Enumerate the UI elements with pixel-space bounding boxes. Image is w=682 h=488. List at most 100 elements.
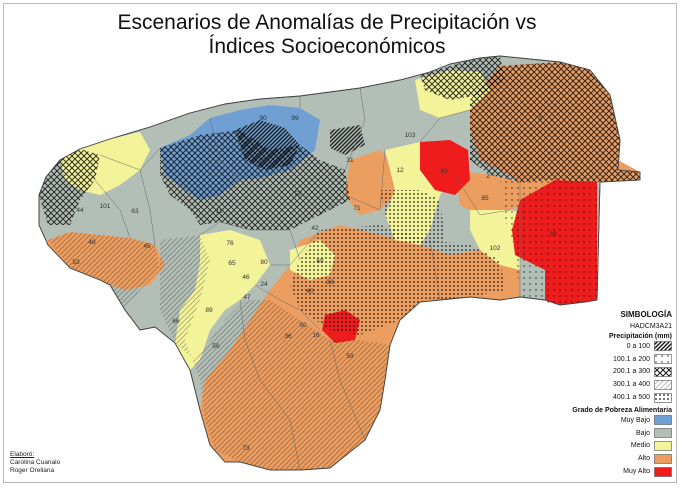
municipality-label: 59	[346, 353, 354, 360]
legend-precip-label: 200.1 a 300	[613, 368, 650, 376]
legend-poverty-item: Muy Bajo	[560, 414, 672, 427]
municipality-label: 46	[242, 274, 250, 281]
municipality-label: 44	[76, 207, 84, 214]
municipal-boundaries	[94, 87, 521, 471]
precip-dense-diag	[235, 120, 300, 170]
precip-cross-north	[420, 56, 505, 100]
municipality-label: 1	[538, 115, 542, 122]
municipality-label: 47	[243, 294, 251, 301]
legend-poverty-item: Muy Alto	[560, 465, 672, 478]
municipality-label: 40	[306, 288, 314, 295]
credits-author-1: Carolina Cuanalo	[10, 459, 61, 466]
legend-poverty-swatch	[654, 466, 672, 477]
region-muy-alto-north	[420, 140, 470, 195]
municipality-label: 102	[490, 245, 501, 252]
legend-poverty-item: Bajo	[560, 427, 672, 440]
precip-dense-diag-2	[330, 125, 365, 155]
municipality-label: 45	[143, 243, 151, 250]
legend-precip-heading: Precipitación (mm)	[608, 333, 672, 340]
municipality-label: 50	[299, 322, 307, 329]
legend-model: HADCM3A21	[629, 323, 672, 330]
legend-precip-item: 100.1 a 200	[560, 353, 672, 366]
precip-light-diag-south	[160, 235, 390, 470]
legend-precip-item: 300.1 a 400	[560, 378, 672, 391]
legend-precip-swatch	[654, 341, 672, 352]
precip-cross-east	[470, 62, 640, 182]
municipality-label: 56	[212, 343, 220, 350]
legend-heading: SIMBOLOGÍA	[620, 310, 672, 319]
legend-poverty-item: Alto	[560, 452, 672, 465]
legend-precip-item: 400.1 a 500	[560, 391, 672, 404]
map-frame	[3, 3, 677, 483]
precip-light-diag-west	[48, 232, 160, 310]
region-medio-center	[175, 230, 270, 370]
municipality-label: 42	[311, 225, 319, 232]
map-legend: SIMBOLOGÍA HADCM3A21 Precipitación (mm) …	[560, 310, 672, 478]
credits: Elaboró: Carolina Cuanalo Roger Orellana	[10, 451, 60, 475]
municipality-label: 2	[486, 173, 490, 180]
municipality-label: 66	[172, 318, 180, 325]
municipality-label: 71	[353, 205, 361, 212]
municipality-label: 16	[312, 332, 320, 339]
legend-precip-label: 0 a 100	[626, 342, 650, 350]
municipality-label: 12	[396, 167, 404, 174]
legend-poverty-label: Muy Bajo	[620, 416, 650, 424]
precip-dense-dots-south	[290, 225, 505, 335]
precip-cross-center	[160, 130, 350, 230]
municipality-label: 63	[131, 208, 139, 215]
legend-precip-label: 100.1 a 200	[613, 355, 650, 363]
legend-poverty-swatch	[654, 453, 672, 464]
municipality-label: 11	[216, 208, 223, 215]
municipality-label: 57	[294, 191, 302, 198]
map-title-line-2: Índices Socioeconómicos	[208, 35, 446, 58]
legend-poverty-label: Alto	[637, 455, 650, 463]
precip-cross-northwest	[39, 149, 100, 225]
legend-precip-classes: 0 a 100 100.1 a 200 200.1 a 300 300.1 a 400…	[560, 340, 672, 404]
municipality-label: 33	[326, 279, 334, 286]
legend-poverty-swatch	[654, 441, 672, 451]
municipality-label: 10	[440, 168, 448, 175]
precip-sparse-dots	[500, 180, 597, 305]
legend-poverty-item: Medio	[560, 440, 672, 453]
legend-precip-label: 300.1 a 400	[613, 381, 650, 389]
legend-poverty-label: Bajo	[635, 429, 650, 437]
legend-poverty-label: Muy Alto	[623, 468, 650, 476]
municipality-label: 31	[346, 157, 354, 164]
legend-poverty-heading: Grado de Pobreza Alimentaria	[572, 406, 672, 414]
municipality-label: 99	[291, 115, 299, 122]
municipality-label: 101	[100, 203, 111, 210]
legend-precip-swatch	[654, 367, 672, 377]
municipality-label: 38	[549, 231, 557, 238]
municipality-label: 3	[298, 147, 302, 154]
legend-poverty-swatch	[654, 415, 672, 426]
legend-poverty-label: Medio	[630, 442, 650, 450]
legend-poverty-swatch	[654, 428, 672, 438]
map-title-line-1: Escenarios de Anomalías de Precipitación…	[117, 11, 537, 34]
municipality-label: 24	[260, 281, 268, 288]
state-border	[38, 55, 641, 471]
legend-poverty-classes: Muy Bajo Bajo Medio Alto Muy Alto	[560, 414, 672, 478]
credits-label: Elaboró:	[10, 451, 35, 458]
precip-dense-dots-east	[380, 190, 445, 245]
municipality-label: 89	[205, 307, 213, 314]
municipality-label: 69	[316, 258, 324, 265]
municipality-label: 80	[260, 259, 268, 266]
legend-precip-swatch	[654, 354, 672, 364]
municipality-label: 76	[226, 240, 234, 247]
municipality-label: 53	[72, 259, 80, 266]
municipality-label: 36	[284, 333, 292, 340]
municipality-label: 103	[405, 132, 416, 139]
legend-precip-swatch	[654, 379, 672, 390]
municipality-label: 73	[242, 445, 250, 452]
municipality-label: 48	[88, 239, 96, 246]
legend-precip-label: 400.1 a 500	[613, 394, 650, 402]
municipality-label: 85	[481, 195, 489, 202]
credits-author-2: Roger Orellana	[10, 467, 55, 474]
municipality-label: 18	[258, 158, 266, 165]
legend-precip-swatch	[654, 392, 672, 403]
municipality-label: 90	[259, 115, 267, 122]
legend-precip-item: 200.1 a 300	[560, 366, 672, 379]
municipality-label: 65	[228, 260, 236, 267]
